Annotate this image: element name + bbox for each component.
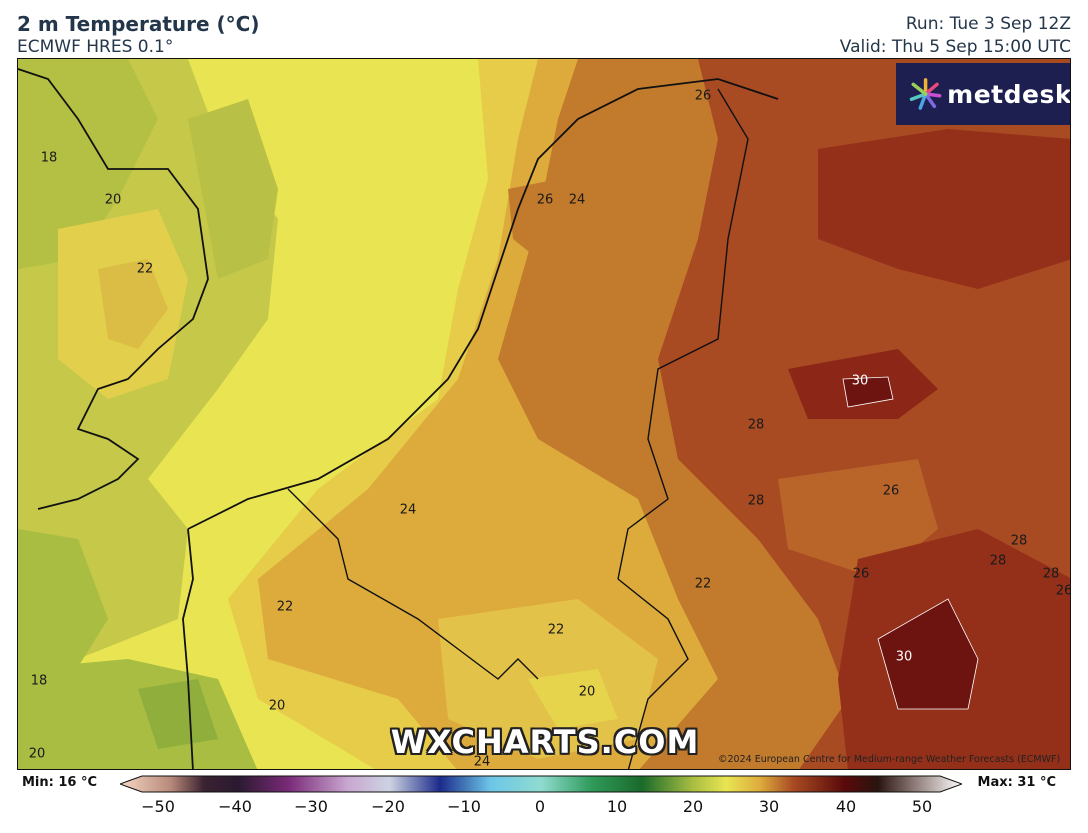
border-belgium xyxy=(287,488,539,680)
isotherm-30-core xyxy=(842,376,894,408)
contour-label: 20 xyxy=(104,192,122,208)
min-temperature-label: Min: 16 °C xyxy=(22,775,98,790)
contour-label: 20 xyxy=(28,746,46,762)
colorbar-tick: −10 xyxy=(447,797,481,816)
valid-time: Valid: Thu 5 Sep 15:00 UTC xyxy=(839,37,1071,57)
contour-label: 20 xyxy=(268,698,286,714)
contour-label: 28 xyxy=(747,493,765,509)
contour-label: 26 xyxy=(1055,583,1071,599)
colorbar xyxy=(120,775,962,793)
isotherm-20-uk-east xyxy=(188,99,278,279)
copyright-notice: ©2024 European Centre for Medium-range W… xyxy=(718,754,1061,765)
isotherm-22-core xyxy=(98,259,168,349)
coastline-france xyxy=(182,528,194,769)
isotherm-16-west xyxy=(18,59,158,269)
max-temperature-label: Max: 31 °C xyxy=(977,775,1056,790)
isotherm-30-southeast xyxy=(877,598,979,710)
contour-label: 22 xyxy=(276,599,294,615)
temperature-map[interactable]: 18 20 22 26 26 24 22 18 20 20 24 22 22 2… xyxy=(17,58,1071,770)
contour-label: 28 xyxy=(747,417,765,433)
coastline-england xyxy=(18,68,209,510)
colorbar-tick: 20 xyxy=(682,797,704,816)
contour-label: 20 xyxy=(578,684,596,700)
colorbar-tick: 30 xyxy=(758,797,780,816)
run-time: Run: Tue 3 Sep 12Z xyxy=(905,14,1071,34)
temperature-field xyxy=(18,59,1070,769)
watermark: WXCHARTS.COM xyxy=(390,723,700,761)
contour-label: 24 xyxy=(473,754,491,770)
colorbar-tick: 0 xyxy=(534,797,546,816)
isotherm-20-ardennes xyxy=(528,669,618,729)
contour-label: 24 xyxy=(399,502,417,518)
contour-label: 26 xyxy=(694,88,712,104)
contour-label: 18 xyxy=(30,673,48,689)
contour-label: 30 xyxy=(851,373,869,389)
contour-label: 18 xyxy=(40,150,58,166)
contour-label: 26 xyxy=(852,566,870,582)
contour-label: 22 xyxy=(136,261,154,277)
border-netherlands-germany xyxy=(617,88,749,580)
contour-label: 28 xyxy=(1042,566,1060,582)
colorbar-tick: −20 xyxy=(371,797,405,816)
colorbar-tick: 50 xyxy=(911,797,933,816)
logo-text: metdesk xyxy=(947,79,1071,109)
map-title: 2 m Temperature (°C) xyxy=(17,12,260,36)
contour-label: 28 xyxy=(1010,533,1028,549)
metdesk-logo[interactable]: metdesk xyxy=(896,63,1071,125)
contour-label: 24 xyxy=(568,192,586,208)
contour-label: 26 xyxy=(536,192,554,208)
colorbar-tick: −50 xyxy=(141,797,175,816)
isotherm-16-sw xyxy=(18,529,108,709)
contour-label: 26 xyxy=(882,483,900,499)
colorbar-tick: −30 xyxy=(294,797,328,816)
colorbar-tick: 10 xyxy=(606,797,628,816)
border-germany-luxembourg xyxy=(617,578,689,769)
isotherm-30-north xyxy=(818,129,1070,289)
isotherm-26-holland xyxy=(508,179,578,259)
contour-label: 22 xyxy=(694,576,712,592)
contour-label: 22 xyxy=(547,622,565,638)
colorbar-tick: −40 xyxy=(218,797,252,816)
metdesk-flower-icon xyxy=(909,78,942,110)
contour-label: 30 xyxy=(895,649,913,665)
isotherm-16-south xyxy=(138,679,218,749)
model-subtitle: ECMWF HRES 0.1° xyxy=(17,37,174,57)
coastline-continent xyxy=(187,78,779,530)
colorbar-tick: 40 xyxy=(835,797,857,816)
contour-label: 28 xyxy=(989,553,1007,569)
